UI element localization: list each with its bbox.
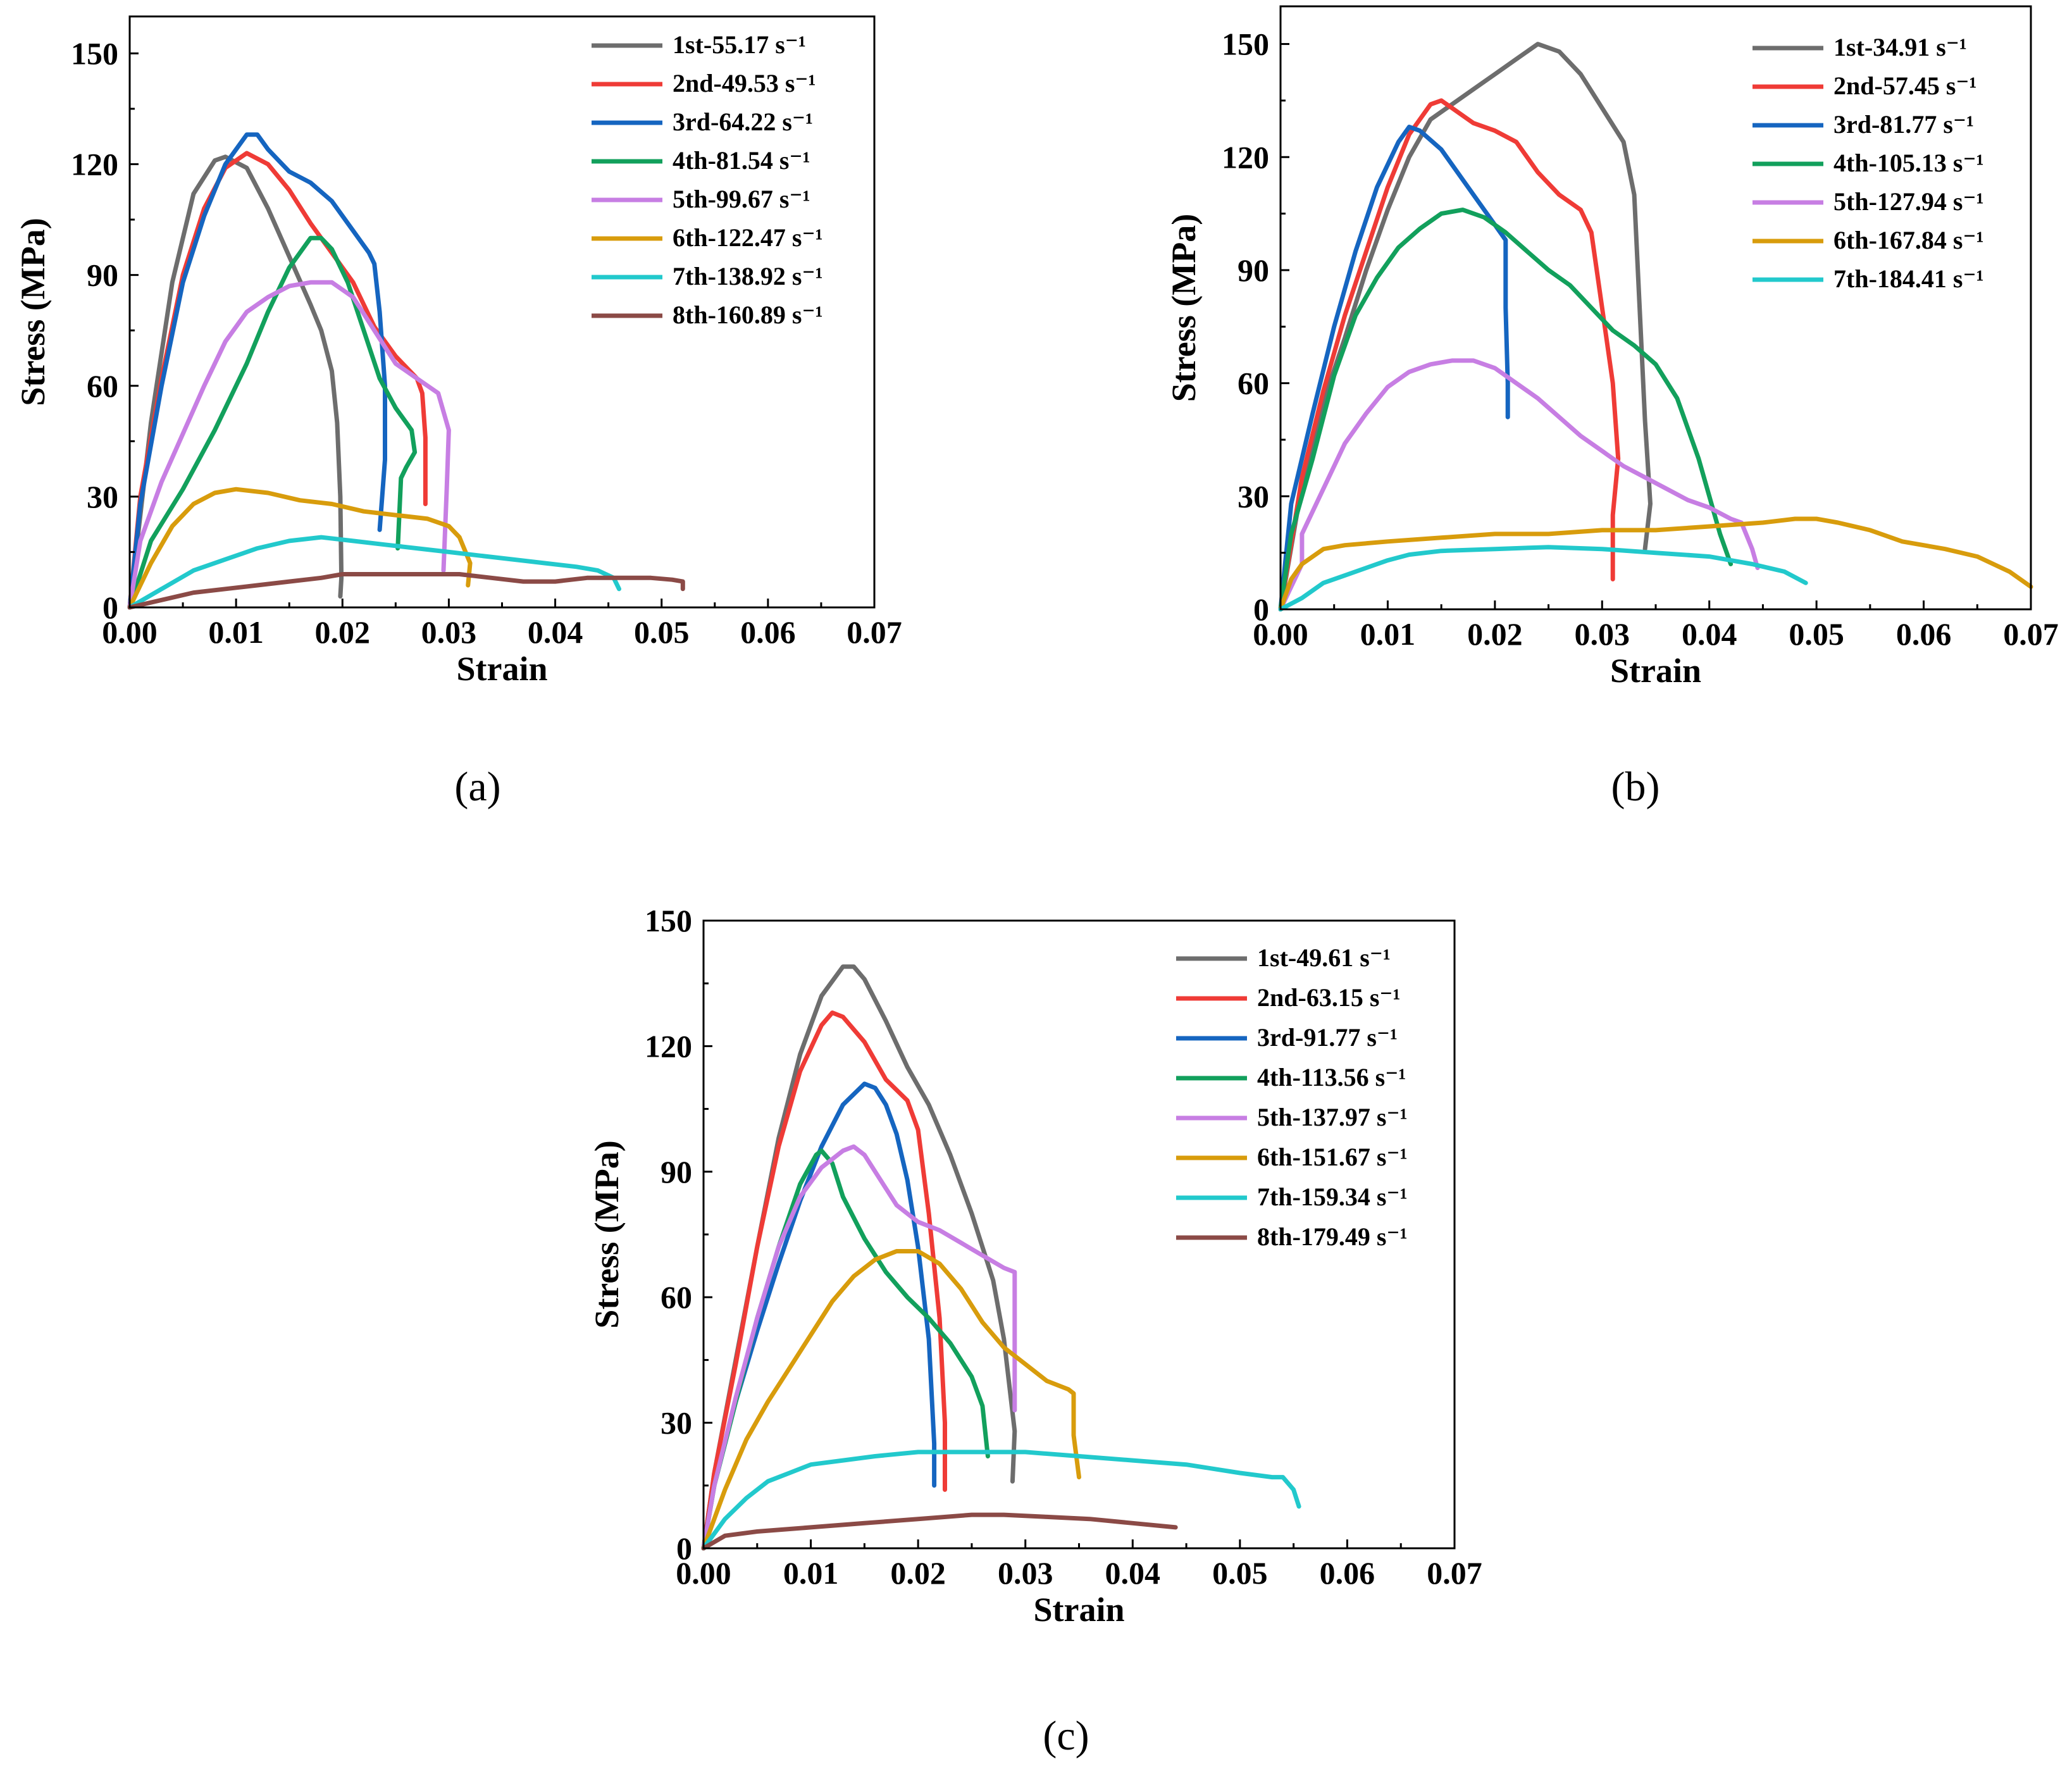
legend-label: 5th-99.67 s⁻¹ (673, 185, 810, 213)
chart-panel-0: 0.00 0.01 0.02 0.03 0.04 0.05 0.06 0.07 0 30 60 90 1… (14, 15, 902, 810)
chart-panel-2: 0.00 0.01 0.02 0.03 0.04 0.05 0.06 0.07 0 30 60 90 1… (588, 903, 1482, 1759)
y-axis-title: Stress (MPa) (588, 1140, 626, 1328)
x-tick-label: 0.00 (102, 614, 158, 650)
y-tick-label: 60 (661, 1279, 692, 1315)
series-line-2 (1278, 98, 1621, 612)
y-axis-title: Stress (MPa) (1165, 214, 1203, 402)
x-axis-title: Strain (456, 650, 547, 688)
series-line-3 (127, 132, 387, 610)
x-axis-title: Strain (1610, 652, 1701, 690)
legend-label: 6th-122.47 s⁻¹ (673, 223, 823, 252)
legend-label: 7th-138.92 s⁻¹ (673, 262, 823, 290)
series-line-7 (1278, 545, 1808, 612)
legend-label: 1st-49.61 s⁻¹ (1257, 943, 1391, 972)
legend-label: 7th-159.34 s⁻¹ (1257, 1183, 1408, 1211)
panel-caption: (c) (1043, 1713, 1089, 1759)
legend-label: 6th-151.67 s⁻¹ (1257, 1143, 1408, 1171)
series-line-8 (701, 1512, 1178, 1551)
x-tick-label: 0.02 (315, 614, 371, 650)
x-tick-label: 0.03 (421, 614, 477, 650)
x-axis-title: Strain (1033, 1591, 1124, 1629)
y-tick-label: 30 (87, 479, 118, 514)
series-line-1 (1278, 42, 1653, 612)
legend-label: 4th-105.13 s⁻¹ (1833, 149, 1984, 177)
legend-label: 2nd-57.45 s⁻¹ (1833, 71, 1976, 100)
x-tick-label: 0.01 (1360, 616, 1416, 652)
series-line-1 (127, 154, 344, 610)
legend-label: 8th-179.49 s⁻¹ (1257, 1222, 1408, 1251)
legend-label: 8th-160.89 s⁻¹ (673, 301, 823, 329)
y-tick-label: 120 (645, 1028, 692, 1064)
x-tick-label: 0.06 (740, 614, 796, 650)
y-tick-label: 30 (661, 1405, 692, 1441)
x-tick-label: 0.05 (1212, 1555, 1268, 1591)
x-tick-label: 0.07 (1427, 1555, 1482, 1591)
series-line-4 (127, 235, 418, 610)
x-tick-label: 0.06 (1896, 616, 1952, 652)
legend-label: 6th-167.84 s⁻¹ (1833, 226, 1984, 254)
series-line-1 (701, 964, 1017, 1551)
series-line-7 (127, 535, 621, 610)
series-line-8 (127, 572, 685, 610)
series-line-4 (1278, 208, 1734, 612)
legend-label: 1st-34.91 s⁻¹ (1833, 33, 1967, 61)
y-tick-label: 90 (661, 1154, 692, 1190)
panel-caption: (b) (1611, 764, 1660, 810)
y-tick-label: 90 (1238, 252, 1269, 288)
legend-label: 3rd-91.77 s⁻¹ (1257, 1023, 1398, 1052)
x-tick-label: 0.03 (1575, 616, 1630, 652)
series-line-6 (701, 1249, 1081, 1551)
x-tick-label: 0.06 (1320, 1555, 1375, 1591)
series-line-6 (127, 487, 473, 610)
legend-label: 2nd-63.15 s⁻¹ (1257, 983, 1400, 1012)
y-tick-label: 0 (102, 590, 118, 625)
x-tick-label: 0.00 (1253, 616, 1308, 652)
x-tick-label: 0.04 (1105, 1555, 1161, 1591)
x-tick-label: 0.02 (1467, 616, 1523, 652)
x-tick-label: 0.07 (847, 614, 902, 650)
y-tick-label: 0 (1253, 592, 1269, 627)
x-tick-label: 0.05 (1789, 616, 1844, 652)
legend-label: 2nd-49.53 s⁻¹ (673, 69, 816, 97)
y-axis-title: Stress (MPa) (14, 218, 52, 406)
legend-label: 4th-113.56 s⁻¹ (1257, 1063, 1406, 1091)
series-line-7 (701, 1450, 1301, 1551)
x-tick-label: 0.03 (998, 1555, 1053, 1591)
x-tick-label: 0.01 (208, 614, 264, 650)
legend-label: 3rd-81.77 s⁻¹ (1833, 110, 1974, 139)
series-line-5 (701, 1144, 1017, 1551)
legend-label: 5th-127.94 s⁻¹ (1833, 187, 1984, 216)
y-tick-label: 150 (645, 903, 692, 938)
y-tick-label: 120 (71, 147, 118, 182)
legend-label: 7th-184.41 s⁻¹ (1833, 264, 1984, 293)
legend-label: 5th-137.97 s⁻¹ (1257, 1103, 1408, 1131)
x-tick-label: 0.04 (1682, 616, 1737, 652)
y-tick-label: 0 (676, 1531, 692, 1566)
series-line-5 (1278, 358, 1760, 612)
legend-label: 3rd-64.22 s⁻¹ (673, 108, 813, 136)
legend-label: 4th-81.54 s⁻¹ (673, 146, 810, 175)
series-line-2 (701, 1010, 947, 1551)
y-tick-label: 150 (1222, 27, 1269, 62)
y-tick-label: 60 (1238, 366, 1269, 401)
x-tick-label: 0.05 (634, 614, 690, 650)
y-tick-label: 60 (87, 368, 118, 404)
y-tick-label: 30 (1238, 478, 1269, 514)
series-line-6 (1278, 516, 2033, 612)
y-tick-label: 120 (1222, 139, 1269, 175)
x-tick-label: 0.02 (890, 1555, 946, 1591)
x-tick-label: 0.01 (783, 1555, 839, 1591)
panel-caption: (a) (454, 764, 500, 810)
series-line-5 (127, 280, 451, 610)
series-line-3 (1278, 125, 1510, 612)
x-tick-label: 0.00 (676, 1555, 731, 1591)
y-tick-label: 90 (87, 258, 118, 293)
x-tick-label: 0.07 (2003, 616, 2059, 652)
legend-label: 1st-55.17 s⁻¹ (673, 30, 806, 59)
x-tick-label: 0.04 (528, 614, 583, 650)
y-tick-label: 150 (71, 35, 118, 71)
chart-panel-1: 0.00 0.01 0.02 0.03 0.04 0.05 0.06 0.07 0 30 60 90 1… (1165, 5, 2059, 810)
